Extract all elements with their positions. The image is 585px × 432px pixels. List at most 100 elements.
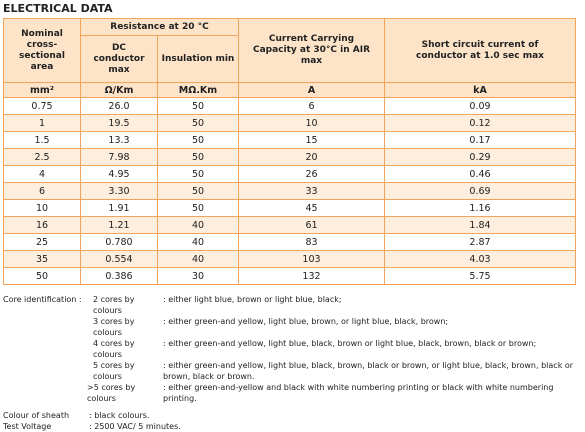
table-cell: 0.12 xyxy=(384,114,576,132)
table-cell: 20 xyxy=(238,148,385,166)
table-cell: 0.386 xyxy=(80,267,158,285)
table-cell: 1.21 xyxy=(80,216,158,234)
note-label: Colour of sheath xyxy=(3,411,70,420)
table-row: 16 1.21 40 61 1.84 xyxy=(3,216,576,234)
table-cell: 19.5 xyxy=(80,114,158,132)
table-row: 35 0.554 40 103 4.03 xyxy=(3,250,576,268)
table-cell: 26.0 xyxy=(80,97,158,115)
table-cell: 25 xyxy=(3,233,81,251)
spacer xyxy=(3,360,93,382)
table-cell: 45 xyxy=(238,199,385,217)
table-cell: 2.5 xyxy=(3,148,81,166)
table-body: 0.75 26.0 50 6 0.09 1 19.5 50 10 0.12 1.5 13.3 50 15 0… xyxy=(3,97,576,285)
table-cell: 15 xyxy=(238,131,385,149)
table-cell: 0.75 xyxy=(3,97,81,115)
table-cell: 33 xyxy=(238,182,385,200)
table-cell: 6 xyxy=(238,97,385,115)
table-row: 4 4.95 50 26 0.46 xyxy=(3,165,576,183)
voltage-note: Test Voltage : 2500 VAC/ 5 minutes. xyxy=(3,421,578,432)
core-item-text: : either green-and yellow, light blue, b… xyxy=(163,317,449,326)
table-cell: 83 xyxy=(238,233,385,251)
note-text: : 2500 VAC/ 5 minutes. xyxy=(89,422,181,431)
table-cell: 10 xyxy=(3,199,81,217)
unit-cell: Ω/Km xyxy=(80,82,158,98)
table-cell: 0.17 xyxy=(384,131,576,149)
table-row: 1.5 13.3 50 15 0.17 xyxy=(3,131,576,149)
unit-cell: MΩ.Km xyxy=(157,82,239,98)
table-cell: 26 xyxy=(238,165,385,183)
header-cell: Nominal cross-sectional area xyxy=(3,18,81,83)
sheath-note: Colour of sheath : black colours. xyxy=(3,410,578,421)
unit-cell: A xyxy=(238,82,385,98)
table-cell: 4.03 xyxy=(384,250,576,268)
table-cell: 30 xyxy=(157,267,239,285)
table-row: 50 0.386 30 132 5.75 xyxy=(3,267,576,285)
spacer xyxy=(3,316,93,338)
core-item-text: : either green-and-yellow and black with… xyxy=(163,383,554,403)
table-row: 10 1.91 50 45 1.16 xyxy=(3,199,576,217)
table-cell: 40 xyxy=(157,216,239,234)
core-item-text: : either light blue, brown or light blue… xyxy=(163,295,342,304)
core-item-label: >5 cores by colours xyxy=(87,383,136,403)
table-cell: 50 xyxy=(157,114,239,132)
table-cell: 3.30 xyxy=(80,182,158,200)
core-identification: Core identification : 2 cores by colours:… xyxy=(3,294,578,404)
table-cell: 50 xyxy=(157,199,239,217)
table-cell: 50 xyxy=(157,148,239,166)
core-item-text: : either green-and yellow, light blue, b… xyxy=(163,361,574,381)
section-title: ELECTRICAL DATA xyxy=(3,2,113,15)
table-cell: 1.5 xyxy=(3,131,81,149)
note-label: Test Voltage xyxy=(3,422,52,431)
table-cell: 10 xyxy=(238,114,385,132)
table-cell: 0.69 xyxy=(384,182,576,200)
core-item-label: 3 cores by colours xyxy=(93,317,135,337)
table-row: 25 0.780 40 83 2.87 xyxy=(3,233,576,251)
header-cell: Current Carrying Capacity at 30°C in AIR… xyxy=(238,18,385,83)
table-cell: 1 xyxy=(3,114,81,132)
table-cell: 50 xyxy=(157,182,239,200)
header-cell: DC conductor max xyxy=(80,35,158,83)
table-cell: 5.75 xyxy=(384,267,576,285)
table-row: 2.5 7.98 50 20 0.29 xyxy=(3,148,576,166)
core-item-label: 4 cores by colours xyxy=(93,339,135,359)
table-cell: 0.780 xyxy=(80,233,158,251)
core-item-label: 5 cores by colours xyxy=(93,361,135,381)
table-cell: 50 xyxy=(157,97,239,115)
core-item-text: : either green-and yellow, light blue, b… xyxy=(163,339,537,348)
table-cell: 2.87 xyxy=(384,233,576,251)
table-cell: 0.09 xyxy=(384,97,576,115)
table-cell: 1.16 xyxy=(384,199,576,217)
table-cell: 61 xyxy=(238,216,385,234)
table-cell: 35 xyxy=(3,250,81,268)
core-item-label: 2 cores by colours xyxy=(93,295,135,315)
unit-cell: kA xyxy=(384,82,576,98)
table-cell: 1.84 xyxy=(384,216,576,234)
table-cell: 40 xyxy=(157,233,239,251)
electrical-table: Nominal cross-sectional area Resistance … xyxy=(3,18,576,285)
header-cell: Short circuit current of conductor at 1.… xyxy=(384,18,576,83)
header-cell: Insulation min xyxy=(157,35,239,83)
table-cell: 4.95 xyxy=(80,165,158,183)
table-cell: 0.554 xyxy=(80,250,158,268)
table-row: 1 19.5 50 10 0.12 xyxy=(3,114,576,132)
table-cell: 0.46 xyxy=(384,165,576,183)
spacer xyxy=(3,382,93,404)
table-row: 0.75 26.0 50 6 0.09 xyxy=(3,97,576,115)
unit-cell: mm² xyxy=(3,82,81,98)
table-cell: 7.98 xyxy=(80,148,158,166)
table-row: 6 3.30 50 33 0.69 xyxy=(3,182,576,200)
table-cell: 16 xyxy=(3,216,81,234)
table-cell: 50 xyxy=(157,131,239,149)
table-cell: 50 xyxy=(3,267,81,285)
table-cell: 6 xyxy=(3,182,81,200)
notes: Core identification : 2 cores by colours:… xyxy=(3,294,578,432)
table-cell: 4 xyxy=(3,165,81,183)
table-cell: 132 xyxy=(238,267,385,285)
table-cell: 40 xyxy=(157,250,239,268)
table-cell: 13.3 xyxy=(80,131,158,149)
spacer xyxy=(3,338,93,360)
note-label: Core identification : xyxy=(3,295,82,304)
table-cell: 103 xyxy=(238,250,385,268)
header-cell: Resistance at 20 °C xyxy=(80,18,239,36)
